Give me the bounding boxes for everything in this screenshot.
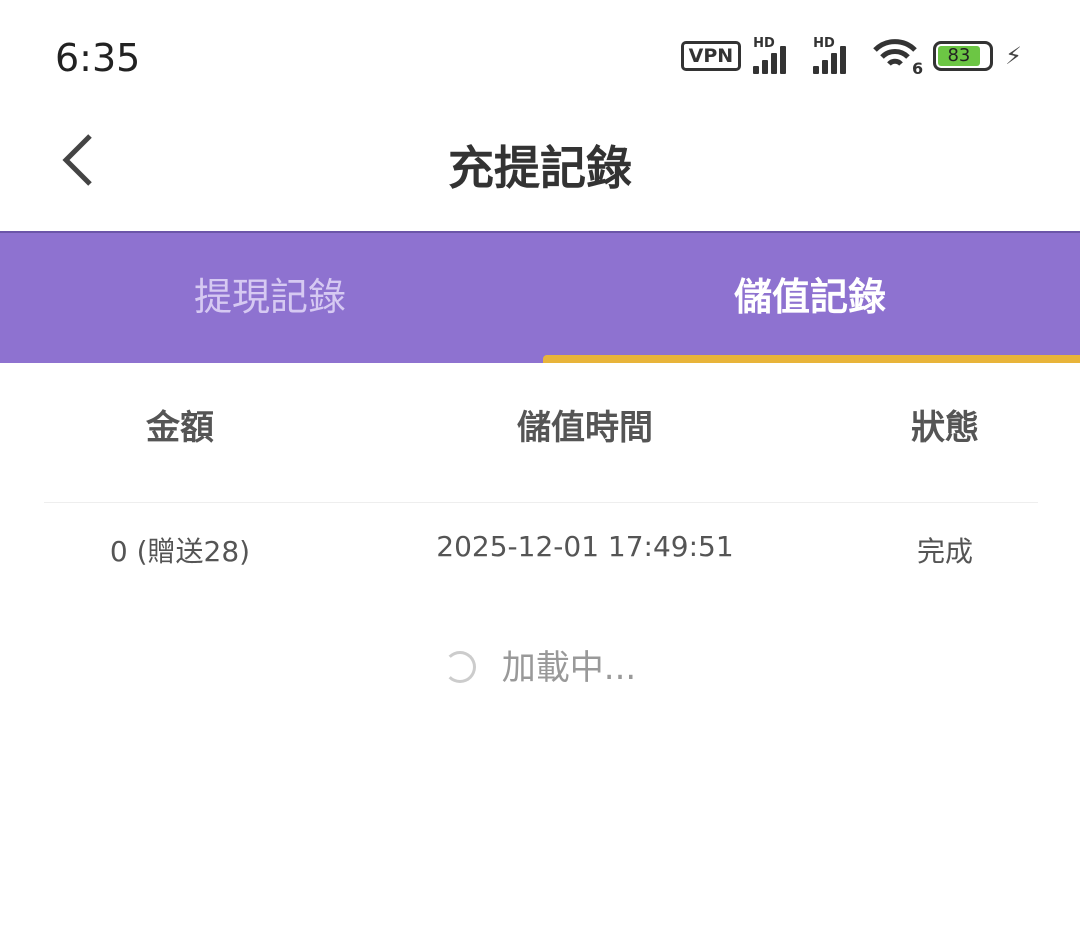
clock: 6:35 <box>55 36 141 80</box>
loading-indicator: 加載中... <box>0 640 1080 689</box>
tab-withdraw-records[interactable]: 提現記錄 <box>193 275 346 319</box>
page-title: 充提記錄 <box>448 141 632 195</box>
tab-deposit-records[interactable]: 儲值記錄 <box>540 233 1080 363</box>
wifi-icon: 6 <box>873 38 923 78</box>
app-header: 充提記錄 <box>0 110 1080 230</box>
cell-status: 完成 <box>916 535 973 568</box>
header-status: 狀態 <box>911 408 979 448</box>
cell-time: 2025-12-01 17:49:51 <box>436 530 734 563</box>
active-tab-indicator <box>543 355 1080 363</box>
divider <box>44 502 1038 503</box>
status-bar: 6:35 VPN HD HD 6 83 ⚡ <box>0 0 1080 110</box>
tab-bar: 提現記錄 儲值記錄 <box>0 231 1080 363</box>
battery-icon: 83 <box>933 41 994 71</box>
vpn-icon: VPN <box>680 41 742 71</box>
signal-icon: HD <box>753 36 801 74</box>
spinner-icon <box>443 651 476 683</box>
header-time: 儲值時間 <box>517 408 653 448</box>
cell-amount: 0 (贈送28) <box>109 535 251 568</box>
signal-icon: HD <box>813 36 861 74</box>
charging-icon: ⚡ <box>1005 42 1022 70</box>
header-amount: 金額 <box>146 408 214 448</box>
back-button[interactable] <box>58 132 98 188</box>
loading-text: 加載中... <box>501 648 637 688</box>
chevron-left-icon <box>62 134 92 186</box>
